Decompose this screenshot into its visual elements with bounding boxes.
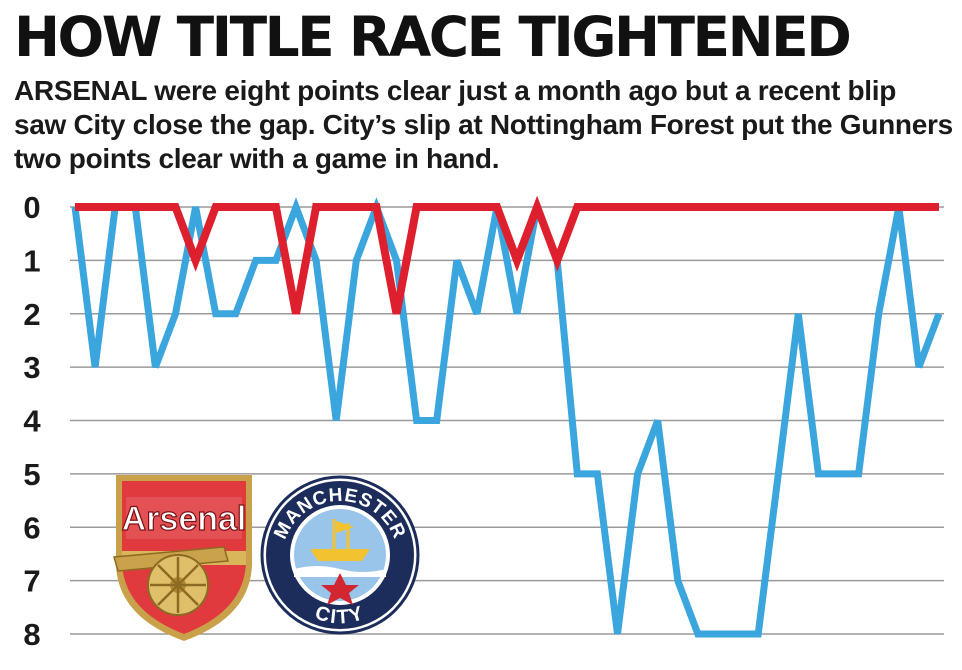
y-tick-label: 3 bbox=[23, 350, 40, 385]
city-series-line bbox=[71, 197, 943, 638]
y-tick-label: 7 bbox=[23, 564, 40, 599]
arsenal-series-line bbox=[75, 195, 939, 315]
manchester-city-crest-icon: MANCHESTER CITY bbox=[260, 475, 420, 635]
chart-subtitle: ARSENAL were eight points clear just a m… bbox=[14, 74, 954, 176]
y-axis-ticks: 0 1 2 3 4 5 6 7 8 bbox=[23, 190, 41, 652]
y-tick-label: 1 bbox=[23, 243, 40, 278]
subtitle-lead: ARSENAL bbox=[14, 75, 147, 106]
y-tick-label: 5 bbox=[23, 457, 40, 492]
subtitle-text: were eight points clear just a month ago… bbox=[14, 75, 953, 174]
arsenal-logo-text: Arsenal bbox=[122, 500, 247, 538]
y-tick-label: 2 bbox=[23, 297, 40, 332]
y-tick-label: 4 bbox=[23, 404, 41, 439]
series-lines bbox=[71, 195, 943, 638]
y-tick-label: 6 bbox=[23, 510, 40, 545]
chart-title: HOW TITLE RACE TIGHTENED bbox=[14, 5, 852, 69]
arsenal-crest-icon: Arsenal bbox=[113, 475, 252, 641]
y-tick-label: 8 bbox=[23, 617, 40, 652]
y-tick-label: 0 bbox=[23, 190, 40, 225]
